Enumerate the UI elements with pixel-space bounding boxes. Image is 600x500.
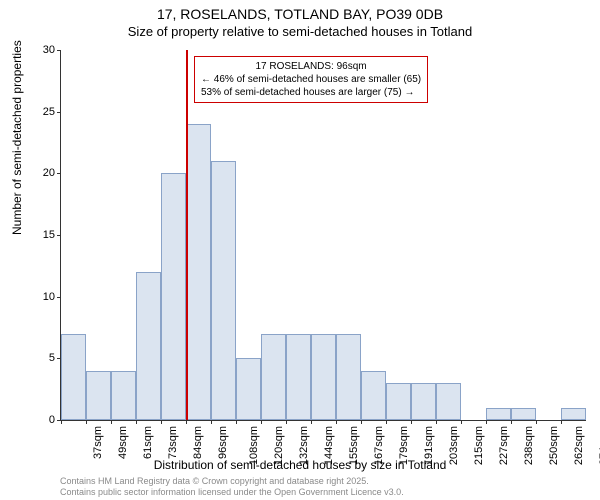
histogram-bar: [336, 334, 361, 420]
x-tick-mark: [411, 420, 412, 424]
chart-subtitle: Size of property relative to semi-detach…: [0, 24, 600, 39]
chart-title: 17, ROSELANDS, TOTLAND BAY, PO39 0DB: [0, 6, 600, 22]
x-tick-mark: [561, 420, 562, 424]
x-tick-mark: [436, 420, 437, 424]
x-tick-mark: [161, 420, 162, 424]
histogram-bar: [561, 408, 586, 420]
y-tick-label: 20: [43, 167, 55, 179]
x-tick-label: 96sqm: [217, 426, 229, 459]
y-tick-mark: [57, 112, 61, 113]
histogram-bar: [486, 408, 511, 420]
y-axis-label: Number of semi-detached properties: [10, 40, 24, 235]
annotation-line: 53% of semi-detached houses are larger (…: [201, 86, 421, 99]
annotation-line: ← 46% of semi-detached houses are smalle…: [201, 73, 421, 86]
x-tick-label: 61sqm: [142, 426, 154, 459]
plot-area: 05101520253037sqm49sqm61sqm73sqm84sqm96s…: [60, 50, 586, 421]
x-tick-mark: [286, 420, 287, 424]
x-tick-mark: [261, 420, 262, 424]
histogram-bar: [186, 124, 211, 420]
annotation-box: 17 ROSELANDS: 96sqm← 46% of semi-detache…: [194, 56, 428, 103]
y-tick-mark: [57, 297, 61, 298]
x-tick-mark: [211, 420, 212, 424]
histogram-bar: [136, 272, 161, 420]
y-tick-label: 30: [43, 44, 55, 56]
x-tick-mark: [61, 420, 62, 424]
x-tick-mark: [111, 420, 112, 424]
histogram-bar: [511, 408, 536, 420]
histogram-bar: [411, 383, 436, 420]
histogram-bar: [61, 334, 86, 420]
footer-line-1: Contains HM Land Registry data © Crown c…: [60, 476, 404, 487]
histogram-bar: [211, 161, 236, 420]
x-tick-mark: [461, 420, 462, 424]
y-tick-label: 0: [49, 414, 55, 426]
histogram-bar: [361, 371, 386, 420]
footer-attribution: Contains HM Land Registry data © Crown c…: [60, 476, 404, 498]
y-tick-mark: [57, 50, 61, 51]
x-tick-mark: [236, 420, 237, 424]
y-tick-label: 15: [43, 229, 55, 241]
x-tick-label: 84sqm: [192, 426, 204, 459]
x-tick-label: 49sqm: [117, 426, 129, 459]
x-tick-mark: [486, 420, 487, 424]
histogram-bar: [286, 334, 311, 420]
chart-container: 17, ROSELANDS, TOTLAND BAY, PO39 0DB Siz…: [0, 0, 600, 500]
histogram-bar: [311, 334, 336, 420]
histogram-bar: [111, 371, 136, 420]
histogram-bar: [261, 334, 286, 420]
x-tick-mark: [536, 420, 537, 424]
x-tick-mark: [361, 420, 362, 424]
y-tick-label: 10: [43, 291, 55, 303]
histogram-bar: [86, 371, 111, 420]
footer-line-2: Contains public sector information licen…: [60, 487, 404, 498]
histogram-bar: [436, 383, 461, 420]
title-block: 17, ROSELANDS, TOTLAND BAY, PO39 0DB Siz…: [0, 0, 600, 39]
annotation-line: 17 ROSELANDS: 96sqm: [201, 60, 421, 73]
x-axis-label: Distribution of semi-detached houses by …: [0, 458, 600, 472]
y-tick-label: 5: [49, 352, 55, 364]
x-tick-mark: [311, 420, 312, 424]
x-tick-mark: [136, 420, 137, 424]
y-tick-mark: [57, 173, 61, 174]
histogram-bar: [161, 173, 186, 420]
x-tick-label: 37sqm: [92, 426, 104, 459]
histogram-bar: [236, 358, 261, 420]
x-tick-mark: [336, 420, 337, 424]
histogram-bar: [386, 383, 411, 420]
x-tick-mark: [386, 420, 387, 424]
x-tick-mark: [511, 420, 512, 424]
x-tick-label: 73sqm: [167, 426, 179, 459]
reference-line: [186, 50, 188, 420]
y-tick-mark: [57, 235, 61, 236]
x-tick-mark: [186, 420, 187, 424]
x-tick-mark: [86, 420, 87, 424]
y-tick-label: 25: [43, 106, 55, 118]
